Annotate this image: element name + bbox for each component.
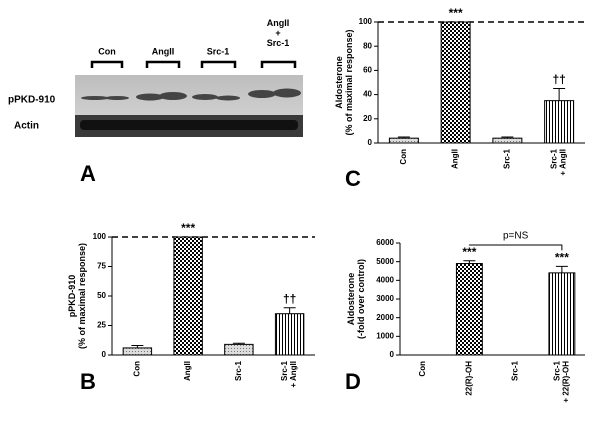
error-bar <box>232 342 245 345</box>
y-tick-label: 3000 <box>376 294 394 303</box>
annotation: *** <box>181 221 195 235</box>
bar <box>492 137 523 144</box>
y-tick-label: 2000 <box>376 313 394 322</box>
x-tick-label: Con <box>399 149 408 165</box>
panel-label: C <box>345 166 361 191</box>
lane-label: Con <box>98 46 116 56</box>
lane-label: AngII + Src-1 <box>267 18 290 48</box>
lane-label: Src-1 <box>207 46 230 56</box>
x-tick-label: Src-1 <box>502 148 511 169</box>
y-tick-label: 1000 <box>376 331 394 340</box>
y-tick-label: 80 <box>363 41 372 50</box>
y-tick-label: 60 <box>363 66 372 75</box>
y-tick-label: 40 <box>363 90 372 99</box>
x-tick-label: Src-1+ AngII <box>280 360 298 387</box>
error-bar <box>555 265 568 273</box>
x-tick-label: Src-1 <box>511 360 520 381</box>
y-tick-label: 20 <box>363 114 372 123</box>
panel-label: A <box>80 161 96 186</box>
y-tick-label: 50 <box>97 291 106 300</box>
bar <box>274 313 305 356</box>
y-tick-label: 100 <box>359 17 373 26</box>
x-tick-label: AngII <box>183 361 192 381</box>
bar <box>455 263 483 356</box>
x-tick-label: Con <box>132 361 141 377</box>
annotation: *** <box>555 251 569 265</box>
error-bar <box>283 307 296 314</box>
y-tick-label: 25 <box>97 321 106 330</box>
bar <box>440 21 471 144</box>
annotation: *** <box>462 245 476 259</box>
lane-label: AngII <box>152 46 175 56</box>
y-tick-label: 4000 <box>376 275 394 284</box>
x-tick-label: Con <box>418 361 427 377</box>
error-bar <box>131 345 144 348</box>
bar <box>548 272 576 356</box>
y-tick-label: 0 <box>368 138 373 147</box>
x-tick-label: AngII <box>451 149 460 169</box>
panel-label: D <box>345 369 361 394</box>
x-tick-label: Src-1 <box>234 360 243 381</box>
y-axis-label: Aldosterone(% of maximal response) <box>334 29 354 135</box>
panel-label: B <box>80 369 96 394</box>
x-tick-label: Src-1+ 22(R)-OH <box>553 360 571 402</box>
annotation: *** <box>449 6 463 20</box>
error-bar <box>501 136 514 139</box>
y-axis-label: Aldosterone(-fold over control) <box>346 259 366 339</box>
annotation: †† <box>283 292 296 306</box>
bar <box>224 343 254 356</box>
row-label: pPKD-910 <box>8 95 56 106</box>
bar <box>388 137 419 144</box>
row-label: Actin <box>14 121 39 132</box>
error-bar <box>397 136 410 139</box>
y-tick-label: 75 <box>97 262 106 271</box>
significance-bracket <box>468 244 563 251</box>
bracket-label: p=NS <box>503 231 529 242</box>
y-axis-label: pPKD-910(% of maximal response) <box>67 243 87 349</box>
x-tick-label: Src-1+ AngII <box>550 148 568 175</box>
error-bar <box>463 260 476 264</box>
y-tick-label: 0 <box>102 350 107 359</box>
bar <box>173 236 203 356</box>
bar <box>544 100 575 144</box>
error-bar <box>553 88 566 101</box>
bar <box>122 347 153 356</box>
x-tick-label: 22(R)-OH <box>464 361 473 396</box>
annotation: †† <box>552 73 565 87</box>
blot-image <box>75 60 303 137</box>
y-tick-label: 6000 <box>376 238 394 247</box>
y-tick-label: 5000 <box>376 257 394 266</box>
y-tick-label: 100 <box>93 232 107 241</box>
y-tick-label: 0 <box>390 350 395 359</box>
